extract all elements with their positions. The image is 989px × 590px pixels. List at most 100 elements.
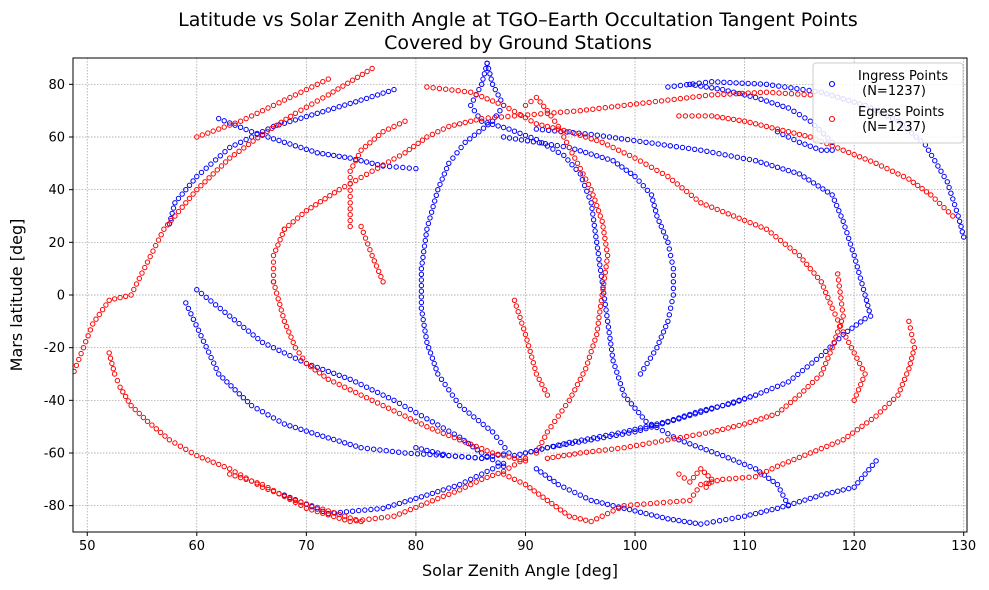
data-point [577, 516, 583, 522]
data-point [183, 200, 189, 206]
data-point [500, 468, 507, 475]
data-point [122, 393, 129, 400]
data-point [530, 139, 537, 145]
x-tick-label: 80 [408, 539, 425, 554]
data-point [609, 352, 615, 358]
data-point [495, 463, 501, 469]
data-point [627, 101, 633, 108]
data-point [283, 323, 290, 330]
data-point [446, 452, 452, 459]
data-point [489, 456, 496, 463]
data-point [730, 213, 737, 219]
data-point [275, 242, 281, 248]
data-point [640, 183, 646, 189]
data-point [495, 470, 501, 477]
data-point [665, 173, 671, 180]
data-point [200, 338, 207, 344]
data-point [746, 474, 752, 480]
data-point [186, 195, 193, 202]
data-point [527, 348, 533, 355]
data-point [362, 507, 368, 513]
data-point [331, 152, 337, 159]
data-point [419, 260, 425, 266]
data-point [725, 115, 731, 122]
data-point [773, 234, 779, 240]
data-point [511, 108, 518, 115]
data-point [270, 136, 277, 142]
data-point [73, 368, 77, 375]
data-point [671, 83, 677, 89]
data-point [741, 396, 748, 402]
data-point [714, 451, 720, 457]
data-point [677, 82, 684, 89]
data-point [910, 179, 916, 186]
data-point [431, 360, 437, 367]
data-point [331, 510, 337, 516]
data-point [292, 497, 299, 504]
data-point [270, 102, 277, 109]
data-point [655, 141, 661, 147]
data-point [652, 439, 659, 445]
data-point [424, 447, 430, 454]
data-point [950, 213, 956, 219]
data-point [292, 143, 299, 149]
data-point [837, 289, 843, 295]
data-point [751, 90, 757, 96]
data-point [166, 437, 173, 443]
data-point [554, 142, 560, 149]
data-point [484, 453, 490, 459]
data-point [948, 190, 954, 196]
data-point [679, 185, 685, 191]
data-point [650, 197, 656, 203]
data-point [583, 176, 589, 182]
data-point [639, 414, 645, 420]
data-point [199, 132, 206, 138]
data-point [694, 487, 700, 493]
data-point [363, 159, 370, 165]
data-point [733, 80, 739, 86]
data-point [752, 121, 759, 127]
data-point [658, 223, 664, 230]
data-point [292, 499, 299, 506]
data-point [149, 422, 155, 428]
data-point [849, 430, 856, 436]
data-point [466, 410, 472, 416]
data-point [194, 187, 200, 193]
data-point [446, 485, 452, 491]
data-point [702, 92, 709, 99]
data-point [897, 387, 903, 393]
data-point [270, 279, 277, 285]
data-point [925, 147, 932, 153]
data-point [276, 347, 282, 353]
data-point [953, 207, 960, 214]
data-point [632, 405, 638, 411]
data-point [369, 160, 375, 167]
data-point [840, 437, 846, 443]
data-point [193, 322, 199, 328]
data-point [539, 122, 545, 128]
data-point [779, 407, 785, 413]
data-point [237, 472, 244, 478]
data-point [473, 91, 479, 98]
data-point [551, 478, 557, 485]
data-point [227, 466, 233, 472]
data-point [840, 487, 846, 493]
data-point [457, 402, 463, 409]
data-point [358, 445, 364, 451]
data-point [429, 355, 436, 361]
data-point [752, 94, 759, 101]
data-point [216, 371, 222, 377]
data-point [336, 372, 342, 378]
data-point [796, 171, 803, 177]
data-point [371, 136, 377, 142]
data-point [393, 164, 399, 170]
data-point [814, 375, 820, 381]
data-point [457, 121, 463, 127]
data-point [835, 145, 841, 151]
data-point [385, 126, 392, 132]
data-point [602, 269, 608, 276]
data-point [802, 497, 808, 503]
data-point [132, 406, 138, 413]
data-point [833, 334, 839, 340]
data-point [572, 438, 579, 444]
